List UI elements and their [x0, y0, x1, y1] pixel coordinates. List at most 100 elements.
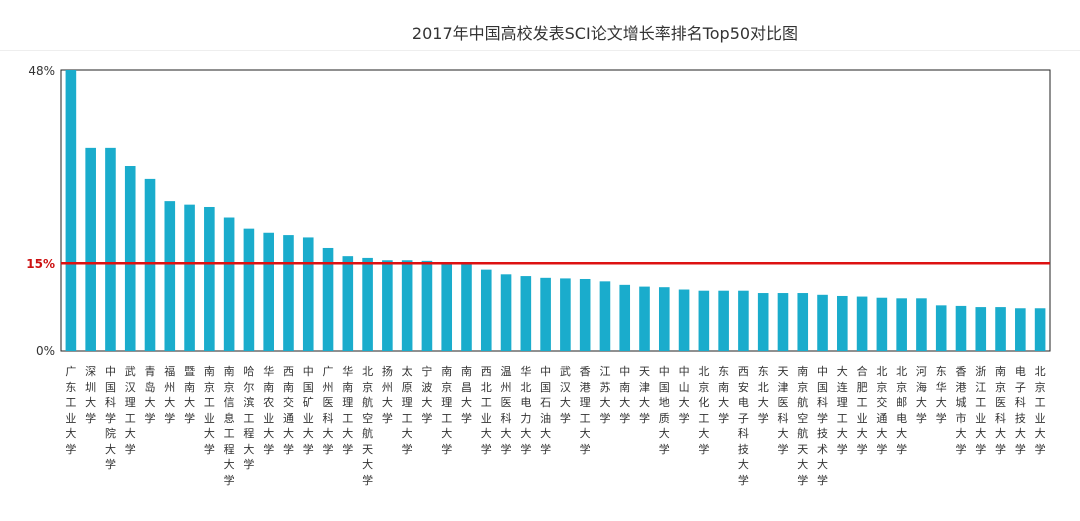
- x-tick-label: 华南农业大学: [263, 365, 275, 456]
- x-tick-label: 北京化工大学: [698, 365, 710, 456]
- x-tick-label: 电子科技大学: [1014, 365, 1026, 456]
- bar: [698, 290, 710, 351]
- x-tick-label: 东南大学: [718, 365, 730, 425]
- x-tick-label: 南京信息工程大学: [223, 365, 235, 487]
- bar: [579, 278, 591, 351]
- bar: [935, 305, 947, 351]
- x-tick-label: 中国科学院大学: [104, 365, 116, 471]
- bar: [302, 237, 314, 351]
- bar: [1034, 308, 1046, 351]
- x-tick-label: 河海大学: [915, 365, 927, 425]
- bar: [421, 260, 433, 351]
- bar: [1015, 308, 1026, 351]
- bar: [639, 286, 650, 351]
- x-tick-label: 武汉大学: [559, 365, 571, 425]
- x-tick-label: 天津医科大学: [777, 365, 789, 456]
- bar: [362, 257, 373, 351]
- x-tick-label: 宁波大学: [421, 365, 433, 425]
- bar: [599, 281, 611, 351]
- bar: [184, 204, 195, 351]
- bar: [204, 206, 215, 351]
- x-tick-label: 南京工业大学: [203, 365, 215, 456]
- x-tick-label: 哈尔滨工程大学: [243, 365, 255, 471]
- x-tick-label: 中南大学: [619, 365, 631, 425]
- x-tick-label: 浙江工业大学: [975, 365, 987, 456]
- bar: [678, 289, 690, 351]
- chart-title: 2017年中国高校发表SCI论文增长率排名Top50对比图: [411, 24, 799, 43]
- x-tick-label: 深圳大学: [85, 365, 97, 425]
- bar: [144, 178, 156, 351]
- x-tick-label: 北京工业大学: [1034, 365, 1046, 456]
- bar: [85, 147, 96, 351]
- bar: [896, 298, 907, 351]
- x-tick-label: 香港城市大学: [955, 365, 967, 456]
- x-tick-label: 东北大学: [757, 365, 769, 425]
- x-tick-label: 中国矿业大学: [302, 365, 314, 456]
- bar-group: [65, 70, 1046, 351]
- x-tick-label: 南京医科大学: [995, 365, 1007, 456]
- bar: [718, 290, 729, 351]
- bar: [480, 269, 492, 351]
- x-tick-label: 香港理工大学: [579, 365, 591, 456]
- bar: [124, 166, 136, 351]
- bar: [757, 293, 769, 351]
- title-divider: [0, 50, 1080, 51]
- x-tick-label: 青岛大学: [144, 365, 156, 425]
- x-tick-label: 南昌大学: [460, 365, 472, 425]
- x-tick-label: 中山大学: [678, 365, 690, 425]
- y-tick-label-min: 0%: [35, 344, 55, 358]
- y-tick-label-max: 48%: [28, 64, 55, 78]
- bar: [540, 277, 551, 351]
- bar: [975, 307, 987, 351]
- x-tick-label: 暨南大学: [184, 365, 196, 425]
- x-tick-label: 北京交通大学: [876, 365, 888, 456]
- bar: [619, 284, 631, 351]
- x-tick-label: 武汉理工大学: [124, 365, 136, 456]
- x-tick-label: 华北电力大学: [520, 365, 532, 456]
- bar: [65, 70, 77, 351]
- bar: [856, 296, 868, 351]
- x-tick-label: 北京邮电大学: [896, 365, 908, 456]
- bar: [837, 295, 848, 351]
- bar: [817, 294, 828, 351]
- x-tick-label: 温州医科大学: [500, 365, 512, 456]
- bar: [797, 293, 809, 351]
- bar: [322, 247, 334, 351]
- x-tick-label: 中国地质大学: [658, 365, 670, 456]
- x-tick-label: 东华大学: [935, 365, 947, 425]
- x-tick-label: 西北工业大学: [480, 365, 492, 456]
- bar: [461, 263, 472, 351]
- bar: [263, 232, 274, 351]
- bar: [283, 235, 294, 351]
- plot-frame: [60, 69, 1051, 352]
- bar: [500, 274, 512, 351]
- x-tick-label: 南京理工大学: [441, 365, 453, 456]
- bar: [955, 305, 967, 351]
- bar: [738, 290, 749, 351]
- x-tick-label: 扬州大学: [381, 365, 393, 425]
- x-tick-label: 福州大学: [164, 365, 176, 425]
- bar: [401, 260, 413, 351]
- bar: [658, 287, 670, 351]
- bar: [560, 278, 571, 351]
- bar: [520, 276, 532, 351]
- x-tick-label: 江苏大学: [599, 365, 611, 425]
- bar: [243, 228, 255, 351]
- bar: [382, 260, 393, 351]
- bar: [995, 307, 1006, 351]
- x-tick-label: 大连理工大学: [836, 365, 848, 456]
- bar: [342, 256, 354, 351]
- bar: [777, 293, 789, 351]
- bar: [441, 262, 453, 351]
- bar: [916, 298, 927, 351]
- x-tick-label: 西安电子科技大学: [737, 365, 749, 487]
- x-tick-label: 西南交通大学: [282, 365, 294, 456]
- x-tick-label: 广东工业大学: [65, 365, 77, 456]
- x-tick-label: 北京航空航天大学: [362, 365, 374, 487]
- x-tick-label: 华南理工大学: [342, 365, 354, 456]
- bar: [105, 147, 116, 351]
- x-tick-label: 中国石油大学: [540, 365, 552, 456]
- y-tick-label-reference: 15%: [26, 257, 55, 271]
- x-tick-label: 南京航空航天大学: [797, 365, 809, 487]
